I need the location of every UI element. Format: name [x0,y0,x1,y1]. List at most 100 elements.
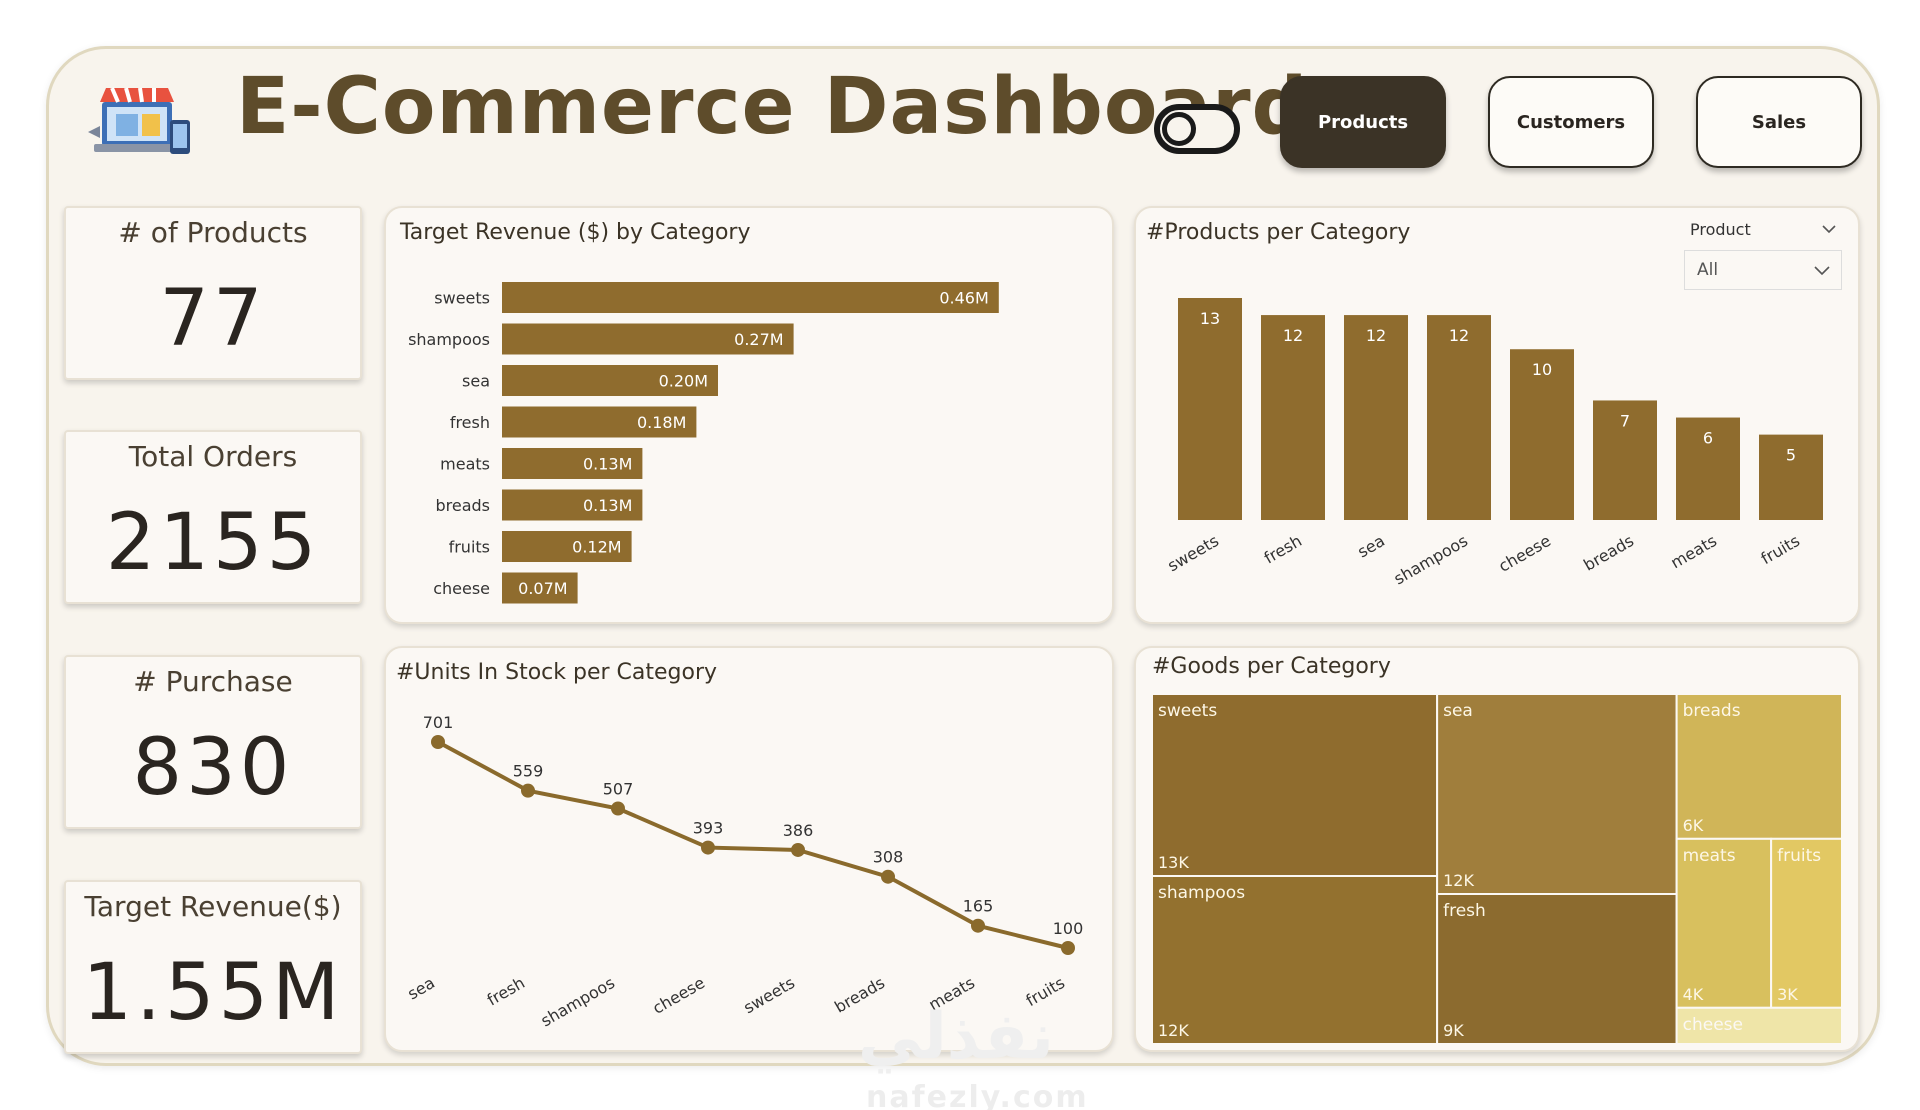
kpi-products-card: # of Products 77 [64,206,362,380]
category-tick-label: fruits [1758,531,1803,568]
products-data-label: 5 [1786,446,1796,465]
treemap-tile [1151,875,1439,1045]
treemap-value-label: 3K [1777,985,1798,1004]
treemap-tile [1436,893,1678,1045]
products-data-label: 12 [1366,326,1386,345]
products-chart-title: #Products per Category [1146,220,1411,245]
stock-data-point [701,840,715,855]
kpi-revenue-card: Target Revenue($) 1.55M [64,880,362,1054]
revenue-data-label: 0.46M [939,289,988,308]
treemap-tile [1675,1006,1844,1045]
stock-data-label: 507 [603,779,634,798]
products-data-label: 12 [1449,326,1469,345]
revenue-data-label: 0.13M [583,455,632,474]
revenue-bar [502,406,697,438]
treemap-category-label: cheese [1683,1015,1743,1035]
treemap-value-label: 6K [1683,816,1704,835]
treemap-category-label: sea [1443,701,1473,721]
category-tick-label: sweets [1164,531,1222,575]
goods-chart-title: #Goods per Category [1152,654,1391,679]
treemap-tile [1770,837,1844,1009]
revenue-bar [502,323,794,355]
treemap-category-label: sweets [1158,701,1217,721]
treemap-category-label: shampoos [1158,883,1245,903]
category-tick-label: sweets [740,973,798,1017]
products-data-label: 10 [1532,360,1552,379]
treemap-tile [1436,693,1678,895]
kpi-value: 830 [132,723,294,813]
category-tick-label: meats [1667,531,1720,572]
category-tick-label: shampoos [538,973,618,1030]
products-bar [1261,315,1325,520]
revenue-data-label: 0.07M [518,579,567,598]
stock-data-point [431,735,445,749]
stock-data-label: 701 [423,713,454,732]
stock-chart-title: #Units In Stock per Category [396,660,718,685]
treemap-category-label: breads [1683,701,1741,721]
stock-series-line [437,740,1069,950]
category-tick-label: meats [440,455,490,474]
treemap-tile [1151,693,1439,877]
products-data-label: 12 [1283,326,1303,345]
toggle-switch-icon[interactable] [1154,104,1240,154]
category-tick-label: shampoos [1391,531,1471,588]
toggle-knob [1162,112,1196,146]
product-slicer-dropdown[interactable]: All [1684,250,1842,290]
revenue-bar [502,365,718,396]
category-tick-label: cheese [649,973,708,1018]
slicer-value: All [1697,260,1719,280]
treemap-value-label: 12K [1443,871,1474,890]
category-tick-label: fresh [484,973,528,1010]
treemap-value-label: 9K [1443,1021,1464,1040]
category-tick-label: sweets [434,289,490,308]
stock-line-chart: 701 sea 559 fresh 507 shampoos 393 cheese 386 swe… [404,713,1084,1030]
category-tick-label: sea [1354,531,1388,561]
nav-products-button[interactable]: Products [1280,76,1446,168]
stock-data-point [521,783,535,798]
dashboard-title: E-Commerce Dashboard [236,62,1309,152]
category-tick-label: cheese [1495,531,1554,576]
products-data-label: 13 [1200,309,1220,328]
category-tick-label: sea [404,973,438,1003]
category-tick-label: cheese [433,579,490,598]
kpi-value: 1.55M [82,948,344,1038]
products-data-label: 6 [1703,429,1713,448]
kpi-orders-card: Total Orders 2155 [64,430,362,604]
revenue-bar [502,282,999,313]
products-bar [1510,349,1574,520]
treemap-category-label: fruits [1777,846,1821,866]
nav-sales-button[interactable]: Sales [1696,76,1862,168]
watermark-arabic: نفذلي [858,1000,1054,1074]
revenue-data-label: 0.18M [637,413,686,432]
treemap-value-label: 13K [1158,853,1189,872]
kpi-label: # of Products [118,216,308,249]
kpi-label: Total Orders [128,440,298,473]
category-tick-label: shampoos [408,330,490,349]
stock-data-label: 165 [963,897,994,916]
revenue-bar [502,531,632,562]
revenue-bar [502,489,643,521]
online-store-icon [88,87,190,154]
category-tick-label: fresh [450,413,490,432]
products-bar [1593,400,1657,520]
stock-data-label: 393 [693,819,724,838]
stock-data-label: 100 [1053,919,1084,938]
revenue-bar [502,448,643,479]
goods-treemap: sweets 13K shampoos 12K sea 12K fresh 9K breads 6… [1151,693,1844,1045]
category-tick-label: fruits [449,538,490,557]
treemap-tile [1675,693,1844,840]
chevron-down-icon[interactable] [1818,218,1840,240]
stock-data-label: 386 [783,821,814,840]
treemap-category-label: fresh [1443,901,1486,921]
kpi-label: Target Revenue($) [84,890,342,923]
stock-data-point [611,801,625,816]
revenue-data-label: 0.12M [572,538,621,557]
category-tick-label: fresh [1261,531,1305,568]
treemap-value-label: 12K [1158,1021,1189,1040]
revenue-data-label: 0.27M [734,330,783,349]
stock-data-point [791,842,805,857]
products-bar [1427,315,1491,520]
products-data-label: 7 [1620,411,1630,430]
products-bar-chart: 13 sweets 12 fresh 12 sea 12 shampoos 10 cheese 7 b… [1164,298,1823,588]
nav-customers-button[interactable]: Customers [1488,76,1654,168]
